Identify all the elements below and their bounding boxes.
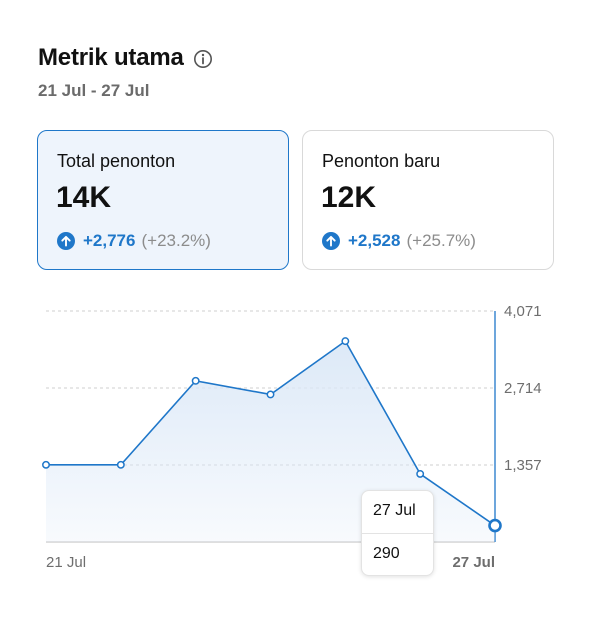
data-point-selected <box>488 518 502 533</box>
arrow-up-circle-icon <box>57 232 75 250</box>
card-delta: +2,776 (+23.2%) <box>57 231 211 251</box>
x-tick-label: 21 Jul <box>46 554 86 571</box>
x-tick-label-selected: 27 Jul <box>452 554 495 571</box>
tooltip-divider <box>362 533 433 534</box>
data-point <box>116 460 125 469</box>
delta-absolute: +2,528 <box>348 231 401 250</box>
card-label: Penonton baru <box>322 151 441 171</box>
header: Metrik utama <box>38 44 213 72</box>
delta-absolute: +2,776 <box>83 231 136 250</box>
metric-card-new-viewers[interactable]: Penonton baru 12K +2,528 (+25.7%) <box>302 130 554 270</box>
y-tick-label: 4,071 <box>504 303 542 320</box>
tooltip-value: 290 <box>373 545 400 562</box>
delta-percent: (+25.7%) <box>406 231 476 250</box>
card-value: 12K <box>321 181 377 214</box>
data-point <box>191 376 200 385</box>
tooltip-date: 27 Jul <box>373 502 416 519</box>
card-label: Total penonton <box>57 151 176 171</box>
card-value: 14K <box>56 181 112 214</box>
data-point <box>266 390 275 399</box>
arrow-up-circle-icon <box>322 232 340 250</box>
y-tick-label: 1,357 <box>504 457 542 474</box>
metric-card-total-viewers[interactable]: Total penonton 14K +2,776 (+23.2%) <box>37 130 289 270</box>
info-icon[interactable] <box>193 49 213 69</box>
card-delta: +2,528 (+25.7%) <box>322 231 476 251</box>
data-point <box>341 337 350 346</box>
y-tick-label: 2,714 <box>504 380 542 397</box>
chart-tooltip: 27 Jul 290 <box>361 490 434 576</box>
data-point <box>42 460 50 469</box>
delta-percent: (+23.2%) <box>141 231 211 250</box>
date-range: 21 Jul - 27 Jul <box>38 81 150 100</box>
page-title: Metrik utama <box>38 44 184 71</box>
data-point <box>416 469 425 478</box>
